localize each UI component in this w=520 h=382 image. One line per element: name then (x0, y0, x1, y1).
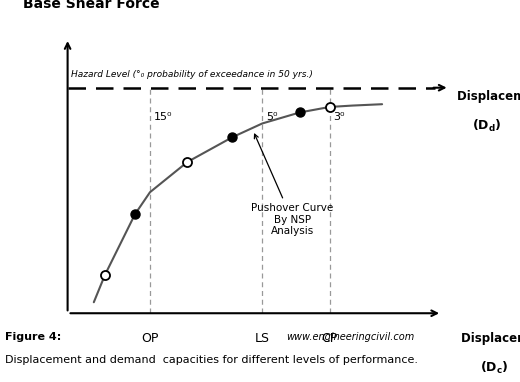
Text: OP: OP (141, 332, 159, 345)
Text: www.engineeringcivil.com: www.engineeringcivil.com (286, 332, 414, 342)
Text: Pushover Curve
By NSP
Analysis: Pushover Curve By NSP Analysis (251, 134, 333, 236)
Text: 3⁰: 3⁰ (333, 112, 345, 123)
Text: 5⁰: 5⁰ (266, 112, 278, 123)
Text: 15⁰: 15⁰ (154, 112, 172, 123)
Text: LS: LS (255, 332, 270, 345)
Text: Figure 4:: Figure 4: (5, 332, 61, 342)
Text: Displacement Capacity: Displacement Capacity (461, 332, 520, 345)
Text: ($\mathbf{D_c}$): ($\mathbf{D_c}$) (480, 360, 509, 376)
Text: Base Shear Force: Base Shear Force (23, 0, 159, 11)
Text: CP: CP (321, 332, 338, 345)
Text: Displacement Deman: Displacement Deman (457, 91, 520, 104)
Text: Displacement and demand  capacities for different levels of performance.: Displacement and demand capacities for d… (5, 355, 418, 365)
Text: ($\mathbf{D_d}$): ($\mathbf{D_d}$) (472, 118, 502, 134)
Text: Hazard Level (°₀ probability of exceedance in 50 yrs.): Hazard Level (°₀ probability of exceedan… (71, 70, 313, 79)
